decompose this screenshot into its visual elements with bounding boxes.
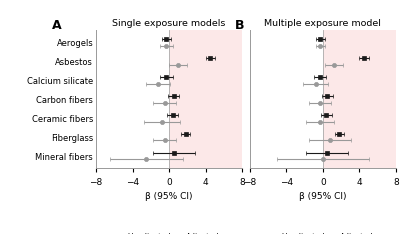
Text: A: A (52, 19, 62, 32)
Bar (169, 30, 242, 168)
Title: Multiple exposure model: Multiple exposure model (264, 19, 381, 28)
Legend: Unadjusted, Adjusted: Unadjusted, Adjusted (269, 230, 377, 234)
Text: B: B (235, 19, 244, 32)
X-axis label: β (95% CI): β (95% CI) (299, 192, 346, 201)
Title: Single exposure models: Single exposure models (112, 19, 226, 28)
X-axis label: β (95% CI): β (95% CI) (146, 192, 193, 201)
Legend: Unadjusted, Adjusted: Unadjusted, Adjusted (115, 230, 223, 234)
Bar (323, 30, 396, 168)
